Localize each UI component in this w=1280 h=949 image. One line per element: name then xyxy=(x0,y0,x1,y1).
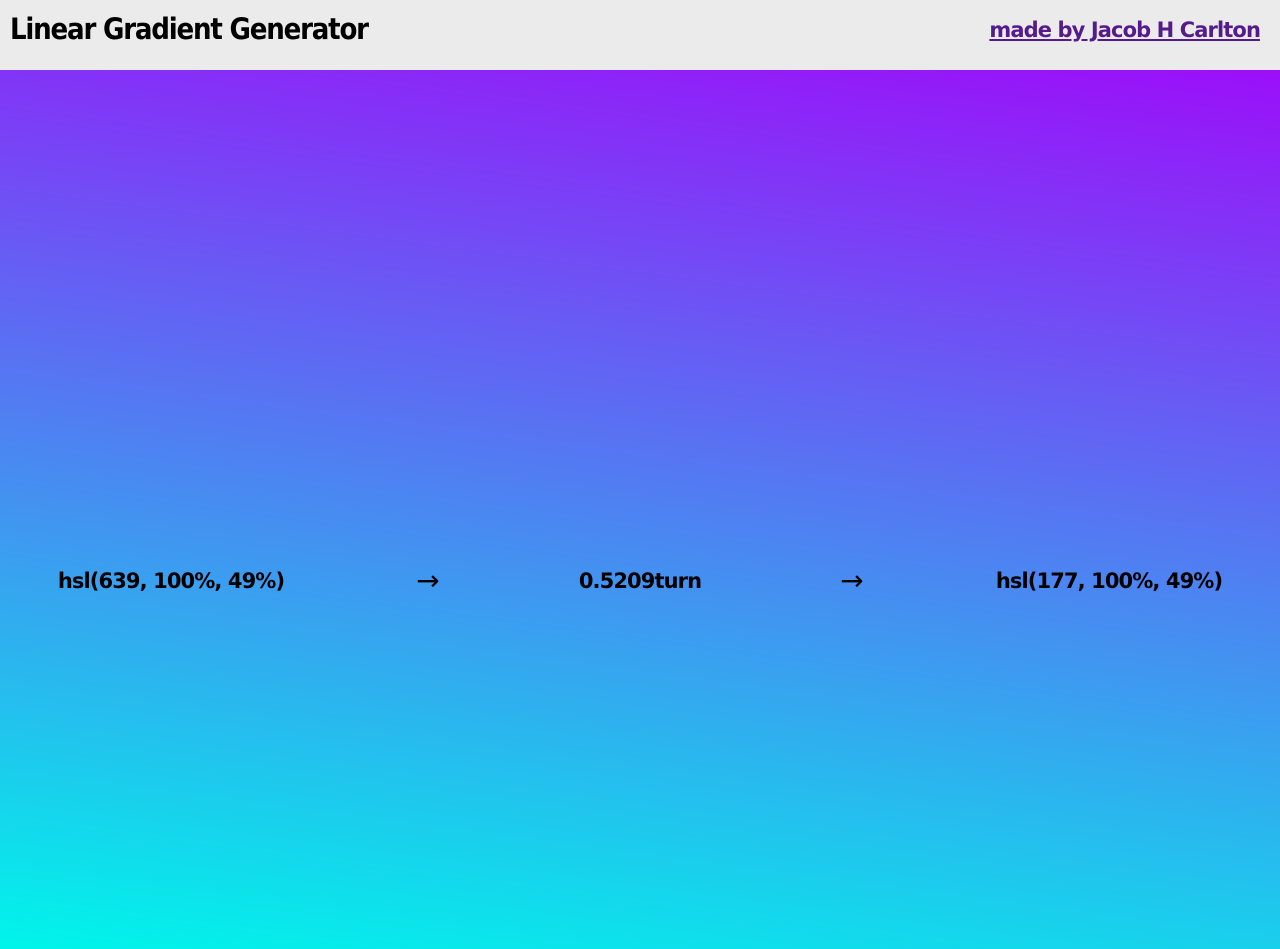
arrow-right-icon: → xyxy=(840,564,864,597)
gradient-preview[interactable]: hsl(639, 100%, 49%) → 0.5209turn → hsl(1… xyxy=(0,70,1280,949)
header-bar: Linear Gradient Generator made by Jacob … xyxy=(0,0,1280,70)
start-color-value[interactable]: hsl(639, 100%, 49%) xyxy=(57,569,285,593)
page-title: Linear Gradient Generator xyxy=(10,12,369,46)
gradient-info-row: hsl(639, 100%, 49%) → 0.5209turn → hsl(1… xyxy=(0,560,1280,602)
angle-value[interactable]: 0.5209turn xyxy=(578,569,702,593)
credit-link[interactable]: made by Jacob H Carlton xyxy=(989,18,1261,42)
arrow-right-icon: → xyxy=(416,564,440,597)
end-color-value[interactable]: hsl(177, 100%, 49%) xyxy=(995,569,1223,593)
